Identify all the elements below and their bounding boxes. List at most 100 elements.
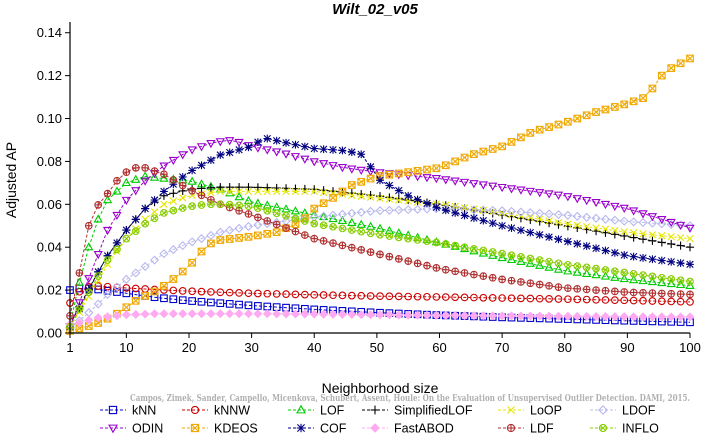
data-point: [357, 150, 366, 159]
data-point: [301, 187, 309, 196]
data-point: [620, 288, 629, 296]
data-point: [516, 186, 526, 195]
data-point: [169, 295, 178, 304]
data-point: [413, 292, 422, 301]
data-point: [563, 311, 573, 321]
data-point: [517, 226, 525, 235]
data-point: [573, 262, 582, 270]
legend-item: kNN: [100, 404, 156, 418]
data-point: [329, 194, 337, 202]
data-point: [253, 220, 263, 230]
data-point: [385, 292, 394, 301]
data-point: [676, 276, 685, 285]
data-point: [159, 249, 169, 259]
data-point: [226, 187, 234, 196]
data-point: [282, 212, 290, 220]
data-point: [648, 272, 657, 281]
data-point: [150, 167, 159, 175]
data-point: [244, 143, 253, 152]
data-point: [131, 284, 140, 293]
data-point: [554, 259, 563, 268]
data-point: [394, 194, 403, 203]
data-point: [375, 310, 385, 320]
data-point: [563, 210, 573, 220]
data-point: [610, 312, 620, 322]
data-point: [591, 311, 601, 321]
data-point: [300, 290, 309, 299]
data-point: [102, 226, 113, 236]
data-point: [498, 249, 506, 258]
data-point: [423, 237, 431, 246]
data-point: [356, 310, 366, 320]
data-point: [291, 220, 300, 229]
data-point: [628, 275, 639, 284]
data-point: [685, 224, 695, 233]
data-point: [572, 211, 582, 221]
data-point: [535, 280, 544, 289]
data-point: [225, 137, 235, 146]
data-point: [122, 234, 131, 243]
data-point: [525, 258, 535, 267]
data-point: [300, 231, 309, 239]
data-point: [667, 275, 676, 283]
data-point: [94, 285, 103, 294]
data-point: [103, 256, 112, 264]
data-point: [347, 291, 356, 300]
data-point: [370, 405, 380, 415]
y-tick-label: 0.08: [37, 154, 62, 169]
data-point: [545, 233, 553, 241]
data-point: [394, 292, 403, 301]
data-point: [385, 170, 394, 179]
data-point: [394, 233, 403, 242]
data-point: [190, 423, 200, 433]
data-point: [582, 242, 591, 250]
data-point: [601, 225, 610, 233]
data-point: [413, 236, 422, 244]
data-point: [244, 183, 253, 192]
data-point: [225, 288, 234, 297]
data-point: [582, 212, 592, 222]
data-point: [169, 176, 178, 184]
axes: 1 10 20 30 40 50 60 70 80 90 100 0.00 0.02 0.04 0.06 0.…: [37, 22, 701, 355]
data-point: [178, 296, 187, 305]
legend-label: SimplifiedLOF: [394, 404, 473, 418]
data-point: [451, 157, 460, 166]
data-point: [451, 293, 460, 302]
data-point: [160, 294, 168, 303]
data-point: [263, 187, 271, 196]
data-point: [178, 173, 187, 181]
data-point: [469, 205, 479, 215]
data-point: [94, 200, 103, 209]
data-point: [432, 164, 441, 173]
data-point: [638, 210, 648, 219]
data-point: [657, 273, 666, 282]
data-point: [535, 311, 545, 321]
data-point: [544, 209, 554, 219]
data-point: [112, 282, 122, 292]
data-point: [667, 64, 676, 72]
data-point: [93, 214, 103, 223]
series-FastABOD: [65, 309, 695, 329]
data-point: [291, 227, 300, 236]
data-point: [535, 230, 544, 239]
data-point: [216, 183, 225, 192]
data-point: [375, 192, 385, 201]
x-tick-label: 40: [307, 340, 321, 355]
data-point: [207, 195, 215, 204]
data-point: [582, 285, 591, 294]
data-point: [517, 294, 525, 303]
data-point: [160, 286, 168, 294]
data-point: [262, 309, 272, 319]
data-point: [131, 174, 141, 183]
data-point: [375, 206, 385, 216]
data-point: [366, 248, 375, 256]
data-point: [74, 277, 85, 286]
y-tick-label: 0.02: [37, 283, 62, 298]
data-point: [131, 215, 140, 224]
data-point: [150, 208, 159, 216]
data-point: [160, 170, 168, 179]
data-point: [619, 273, 629, 283]
data-point: [84, 275, 94, 284]
legend-label: LoOP: [530, 404, 562, 418]
data-point: [432, 203, 441, 212]
